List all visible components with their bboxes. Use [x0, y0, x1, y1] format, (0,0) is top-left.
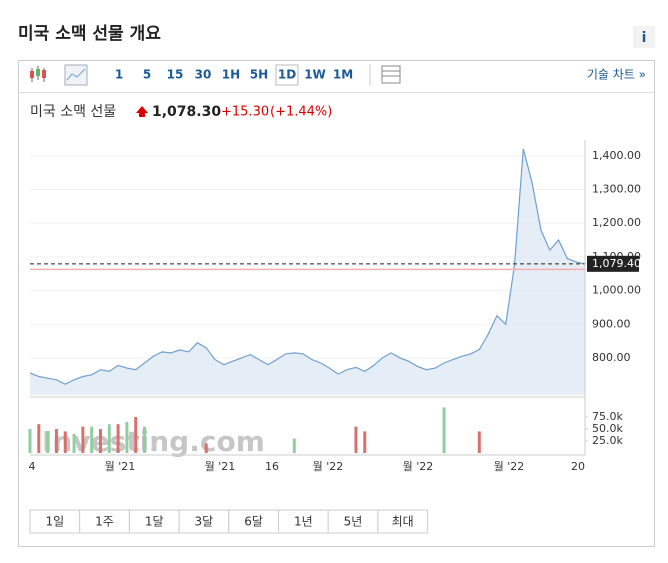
volume-bar — [46, 431, 50, 453]
watermark: Investing.com — [42, 425, 265, 458]
range-label[interactable]: 3달 — [195, 515, 214, 529]
interval-button[interactable]: 1D — [278, 68, 296, 82]
x-tick-label: 월 '22 — [313, 460, 344, 473]
volume-bar — [204, 443, 208, 453]
quote-price: 1,078.30 — [152, 104, 221, 120]
x-tick-label: 월 '21 — [105, 460, 136, 473]
x-tick-label: 20 — [571, 460, 585, 473]
info-icon[interactable]: i — [642, 30, 647, 46]
range-button[interactable] — [377, 509, 429, 534]
y-tick-label: 1,000.00 — [592, 284, 641, 297]
volume-bar — [134, 417, 138, 453]
volume-bar — [81, 426, 85, 453]
range-label[interactable]: 최대 — [392, 515, 414, 529]
volume-tick-label: 25.0k — [592, 434, 623, 447]
interval-button[interactable]: 30 — [195, 68, 212, 82]
volume-bar — [98, 429, 102, 453]
y-tick-label: 900.00 — [592, 317, 631, 330]
interval-button[interactable]: 5H — [250, 68, 268, 82]
volume-bar — [28, 429, 32, 453]
volume-bar — [63, 431, 67, 453]
volume-bar — [116, 424, 120, 453]
volume-bar — [125, 421, 129, 453]
range-label[interactable]: 1달 — [145, 515, 164, 529]
volume-bar — [90, 426, 94, 453]
up-arrow — [136, 106, 148, 117]
volume-bar — [54, 429, 58, 453]
interval-button[interactable]: 1W — [304, 68, 326, 82]
interval-button[interactable]: 1 — [115, 68, 123, 82]
range-label[interactable]: 1주 — [95, 515, 114, 529]
last-price-label: 1,079.40 — [592, 257, 641, 270]
x-tick-label: 16 — [265, 460, 279, 473]
quote-name: 미국 소맥 선물 — [30, 104, 116, 120]
range-label[interactable]: 6달 — [244, 515, 263, 529]
x-tick-label: 월 '22 — [403, 460, 434, 473]
interval-button[interactable]: 5 — [143, 68, 151, 82]
page-title: 미국 소맥 선물 개요 — [18, 24, 161, 44]
info-button[interactable] — [633, 26, 655, 48]
volume-bar — [107, 424, 111, 453]
y-tick-label: 1,400.00 — [592, 149, 641, 162]
volume-tick-label: 75.0k — [592, 410, 623, 423]
volume-bar — [72, 433, 76, 453]
volume-bar — [354, 426, 358, 453]
volume-bar — [143, 426, 147, 453]
volume-bar — [442, 407, 446, 453]
volume-bar — [363, 431, 367, 453]
area-icon[interactable] — [64, 64, 88, 86]
y-tick-label: 800.00 — [592, 351, 631, 364]
interval-button[interactable]: 1M — [333, 68, 353, 82]
y-tick-label: 1,300.00 — [592, 183, 641, 196]
volume-bar — [477, 431, 481, 453]
technical-chart-link[interactable]: 기술 차트 » — [587, 68, 646, 82]
x-tick-label: 4 — [29, 460, 36, 473]
volume-tick-label: 50.0k — [592, 422, 623, 435]
candle-icon[interactable] — [30, 66, 46, 82]
quote-change: +15.30 — [221, 105, 269, 120]
interval-active[interactable] — [275, 64, 299, 86]
interval-button[interactable]: 1H — [222, 68, 240, 82]
range-label[interactable]: 1일 — [45, 515, 64, 529]
range-label[interactable]: 5년 — [344, 515, 363, 529]
range-label[interactable]: 1년 — [294, 515, 313, 529]
last-price-box — [587, 255, 639, 272]
x-tick-label: 월 '21 — [205, 460, 236, 473]
table-icon[interactable] — [381, 65, 401, 84]
interval-button[interactable]: 15 — [167, 68, 184, 82]
volume-bar — [292, 438, 296, 453]
volume-bar — [37, 424, 41, 453]
quote-change-pct: (+1.44%) — [270, 105, 332, 120]
price-line — [29, 148, 586, 385]
x-tick-label: 월 '22 — [494, 460, 525, 473]
widget-border — [18, 60, 655, 547]
y-tick-label: 1,200.00 — [592, 216, 641, 229]
